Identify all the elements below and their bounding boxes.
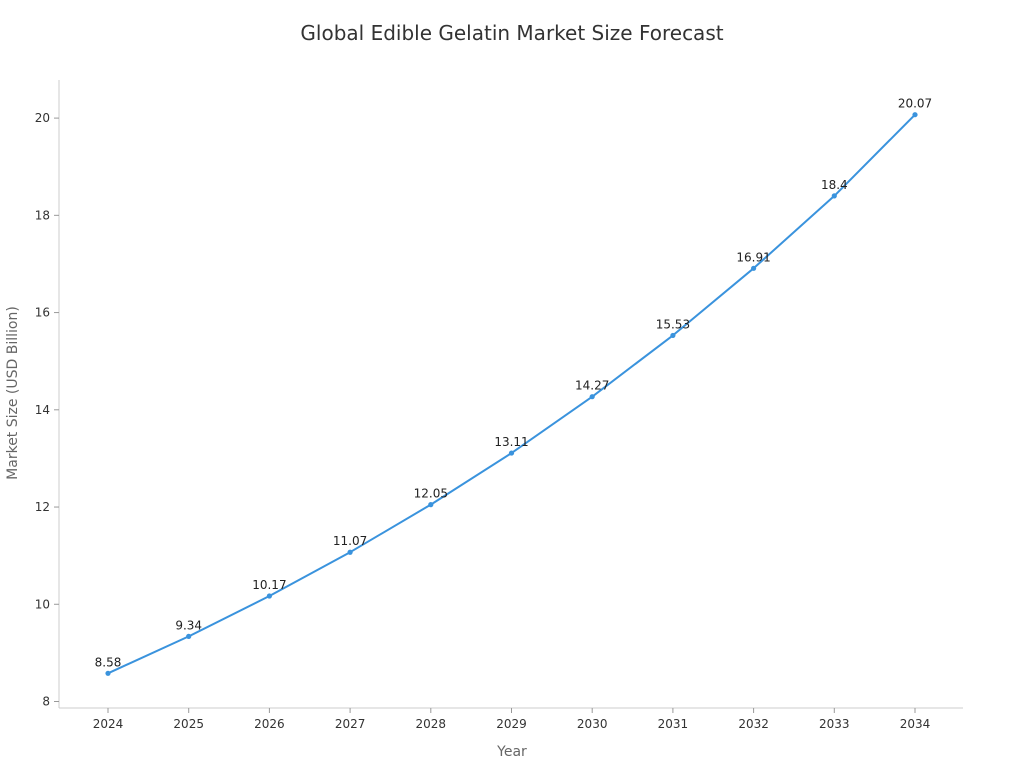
data-point: [186, 633, 192, 639]
chart-title: Global Edible Gelatin Market Size Foreca…: [300, 21, 723, 45]
data-label: 20.07: [898, 97, 932, 111]
x-tick-label: 2028: [416, 717, 447, 731]
x-tick-label: 2026: [254, 717, 285, 731]
x-tick-label: 2033: [819, 717, 850, 731]
data-label: 13.11: [494, 435, 528, 449]
data-point: [105, 670, 111, 676]
data-point: [751, 265, 757, 271]
data-point: [831, 193, 837, 199]
x-tick-label: 2027: [335, 717, 366, 731]
data-point: [428, 502, 434, 508]
data-point: [670, 332, 676, 339]
data-point: [589, 394, 595, 400]
x-axis-label: Year: [496, 744, 527, 760]
y-tick-label: 16: [35, 306, 50, 320]
data-label: 16.91: [736, 250, 770, 264]
y-tick-label: 10: [35, 597, 50, 611]
data-label: 14.27: [575, 379, 609, 393]
data-label: 11.07: [333, 534, 367, 548]
series-line: [107, 113, 916, 675]
data-point: [347, 549, 353, 555]
x-tick-label: 2025: [173, 717, 204, 731]
data-label: 18.4: [821, 178, 848, 192]
axes: 8 10 12 14 16 18 20 2024 2025 2026 2027 2028 2029 203…: [35, 80, 963, 731]
data-label: 8.58: [95, 655, 122, 669]
x-tick-label: 2034: [900, 717, 931, 731]
x-tick-label: 2031: [658, 717, 689, 731]
data-point: [912, 112, 918, 118]
y-tick-label: 12: [35, 500, 50, 514]
x-tick-label: 2030: [577, 717, 608, 731]
x-tick-label: 2024: [93, 717, 124, 731]
y-tick-label: 8: [42, 695, 50, 709]
y-axis-label: Market Size (USD Billion): [5, 306, 21, 480]
y-tick-label: 14: [35, 403, 50, 417]
data-point: [266, 593, 272, 599]
y-tick-label: 20: [35, 111, 50, 125]
y-tick-label: 18: [35, 208, 50, 222]
x-tick-label: 2032: [738, 717, 769, 731]
x-tick-label: 2029: [496, 717, 527, 731]
data-label: 12.05: [414, 487, 448, 501]
data-point: [508, 450, 515, 456]
data-label: 15.53: [656, 317, 690, 331]
series-group: [105, 112, 918, 676]
data-label: 9.34: [175, 618, 202, 632]
data-label: 10.17: [252, 578, 286, 592]
data-labels: 8.58 9.34 10.17 11.07 12.05 13.11 14.27 15.53 16…: [95, 97, 933, 670]
